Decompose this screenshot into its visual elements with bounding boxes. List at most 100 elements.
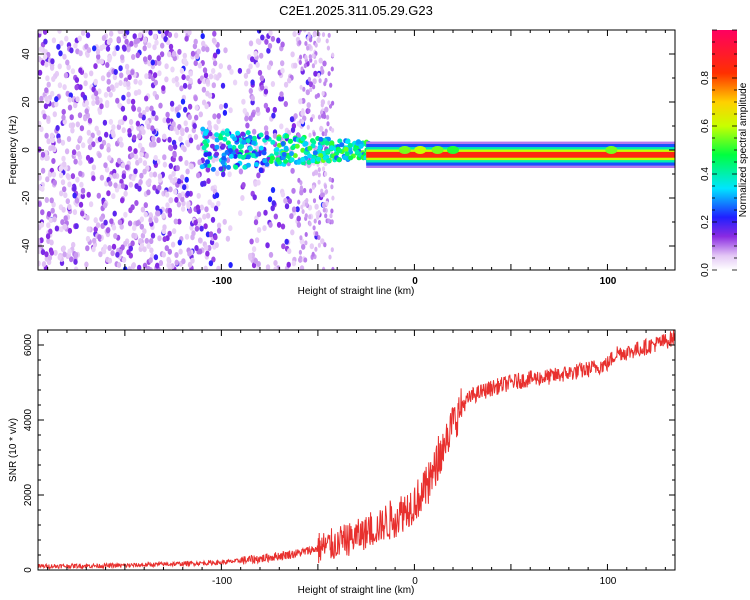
spectrogram-noise-cell — [91, 86, 96, 93]
spectrogram-noise-cell — [300, 204, 304, 210]
y-tick-label: 4000 — [23, 408, 34, 431]
spectrogram-noise-cell — [327, 71, 331, 77]
spectrogram-noise-cell — [290, 51, 295, 58]
spectrogram-noise-cell — [190, 50, 196, 57]
spectrogram-noise-cell — [63, 72, 69, 79]
spectrogram-noise-cell — [317, 242, 321, 248]
spectrogram-noise-cell — [308, 132, 312, 138]
spectrogram-noise-cell — [138, 79, 143, 86]
spectrogram-noise-cell — [58, 172, 64, 179]
spectrogram-noise-cell — [157, 184, 162, 191]
spectrogram-noise-cell — [250, 95, 255, 102]
spectrogram-noise-cell — [228, 225, 233, 232]
spectrogram-noise-cell — [182, 146, 187, 153]
spectrogram-noise-cell — [308, 214, 312, 220]
spectrogram-noise-cell — [197, 217, 202, 224]
spectrogram-signal-cell — [214, 144, 220, 150]
spectrogram-noise-cell — [308, 81, 314, 88]
spectrogram-noise-cell — [146, 189, 151, 196]
spectrogram-signal-cell — [355, 139, 361, 145]
spectrogram-noise-cell — [317, 179, 321, 185]
spectrogram-noise-cell — [39, 95, 44, 102]
spectrogram-noise-cell — [311, 63, 315, 69]
spectrogram-noise-cell — [299, 54, 303, 60]
spectrogram-noise-cell — [293, 62, 298, 69]
spectrogram-noise-cell — [60, 219, 65, 226]
spectrogram-noise-cell — [179, 67, 185, 74]
spectrogram-noise-cell — [78, 170, 83, 177]
spectrogram-noise-cell — [51, 158, 56, 164]
spectrogram-noise-cell — [73, 42, 78, 49]
spectrogram-signal-cell — [199, 164, 205, 170]
spectrogram-noise-cell — [117, 102, 122, 109]
spectrogram-noise-cell — [173, 176, 178, 183]
spectrogram-noise-cell — [145, 106, 150, 113]
spectrogram-signal-cell — [240, 131, 246, 137]
spectrogram-noise-cell — [182, 52, 187, 59]
spectrogram-noise-cell — [65, 173, 71, 179]
spectrogram-noise-cell — [137, 142, 143, 149]
spectrogram-noise-cell — [57, 254, 62, 261]
spectrogram-noise-cell — [314, 42, 318, 48]
spectrogram-noise-cell — [211, 68, 216, 74]
spectrogram-noise-cell — [81, 142, 86, 149]
spectrogram-noise-cell — [60, 179, 66, 186]
spectrogram-noise-cell — [284, 238, 289, 245]
spectrogram-noise-cell — [321, 91, 325, 96]
spectrogram-noise-cell — [168, 43, 174, 50]
spectrogram-noise-cell — [309, 37, 313, 43]
spectrogram-noise-cell — [72, 209, 78, 216]
spectrogram-noise-cell — [50, 58, 55, 65]
spectrogram-noise-cell — [91, 175, 96, 182]
spectrogram-noise-cell — [180, 205, 186, 212]
spectrogram-noise-cell — [196, 192, 201, 199]
spectrogram-noise-cell — [216, 200, 221, 207]
spectrogram-signal-cell — [228, 153, 234, 159]
spectrogram-signal-cell — [273, 150, 279, 156]
spectrogram-noise-cell — [243, 72, 249, 79]
spectrogram-noise-cell — [133, 90, 139, 96]
spectrogram-noise-cell — [144, 237, 149, 244]
spectrogram-noise-cell — [107, 257, 113, 264]
spectrogram-signal-cell — [317, 144, 323, 150]
spectrogram-noise-cell — [200, 33, 205, 40]
spectrogram-noise-cell — [44, 132, 49, 139]
spectrogram-noise-cell — [197, 237, 203, 244]
spectrogram-noise-cell — [45, 75, 50, 82]
spectrogram-noise-cell — [167, 136, 172, 143]
spectrogram-noise-cell — [62, 251, 67, 258]
spectrogram-noise-cell — [67, 227, 73, 234]
spectrogram-noise-cell — [119, 223, 124, 230]
spectrogram-noise-cell — [112, 210, 117, 217]
spectrogram-noise-cell — [99, 174, 105, 181]
spectrogram-signal-cell — [264, 135, 270, 140]
spectrogram-noise-cell — [151, 110, 156, 117]
spectrogram-noise-cell — [187, 83, 192, 90]
spectrogram-noise-cell — [193, 38, 198, 45]
spectrogram-marks — [38, 30, 675, 270]
spectrogram-noise-cell — [268, 30, 273, 36]
spectrogram-noise-cell — [111, 124, 116, 131]
spectrogram-noise-cell — [307, 31, 311, 37]
spectrogram-noise-cell — [95, 48, 101, 55]
spectrogram-noise-cell — [124, 38, 129, 45]
spectrogram-noise-cell — [118, 80, 123, 86]
spectrogram-noise-cell — [39, 237, 44, 244]
spectrogram-noise-cell — [51, 37, 57, 44]
spectrogram-noise-cell — [204, 206, 209, 213]
spectrogram-signal-cell — [237, 144, 243, 150]
y-tick-label: 0 — [23, 567, 34, 573]
spectrogram-noise-cell — [135, 120, 141, 127]
spectrogram-noise-cell — [177, 48, 182, 55]
spectrogram-noise-cell — [115, 251, 120, 258]
spectrogram-noise-cell — [162, 236, 167, 243]
spectrogram-noise-cell — [299, 189, 304, 196]
spectrogram-noise-cell — [227, 64, 232, 71]
spectrogram-noise-cell — [83, 80, 88, 87]
spectrogram-signal-cell — [275, 157, 281, 163]
spectrogram-signal-cell — [312, 150, 318, 156]
spectrogram-noise-cell — [279, 91, 284, 98]
spectrogram-noise-cell — [313, 218, 317, 224]
spectrogram-noise-cell — [179, 127, 185, 134]
spectrogram-signal-cell — [337, 138, 343, 144]
